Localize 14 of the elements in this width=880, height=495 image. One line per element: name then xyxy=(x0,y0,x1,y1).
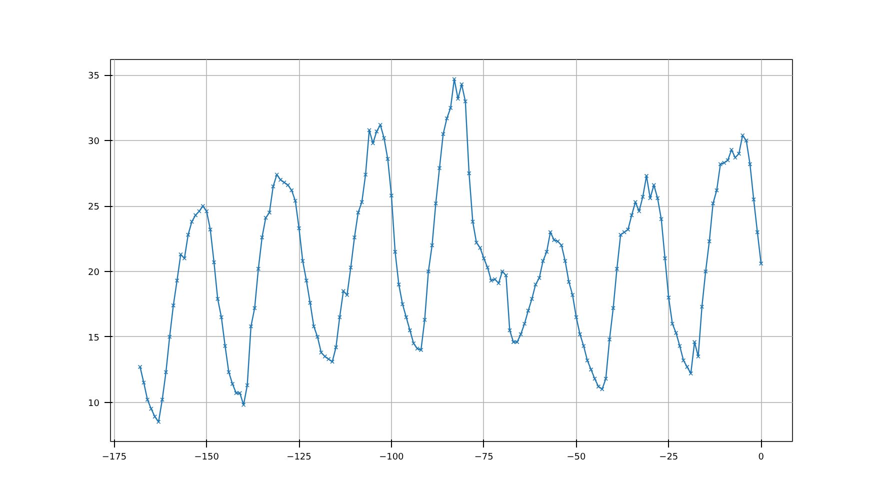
x-tick-label: −25 xyxy=(659,452,678,462)
x-tick-label: −50 xyxy=(566,452,586,462)
y-tick-label: 30 xyxy=(88,137,100,148)
x-tick-label: −175 xyxy=(102,452,127,462)
y-tick-label: 10 xyxy=(88,398,100,409)
x-tick-label: −150 xyxy=(194,452,220,462)
x-tick-label: 0 xyxy=(758,452,764,462)
x-tick-label: −125 xyxy=(286,452,312,462)
x-tick-label: −100 xyxy=(379,452,404,462)
y-tick-label: 15 xyxy=(88,333,100,344)
y-tick-label: 25 xyxy=(88,202,100,213)
y-tick-label: 35 xyxy=(88,72,100,82)
x-tick-label: −75 xyxy=(474,452,494,462)
y-tick-label: 20 xyxy=(88,268,100,278)
